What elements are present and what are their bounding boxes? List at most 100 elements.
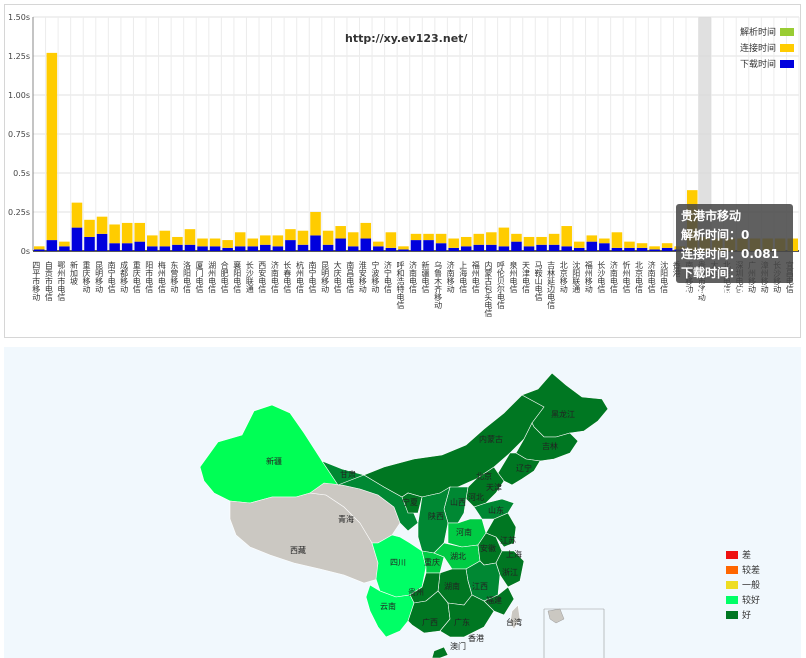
bar-segment: [398, 249, 409, 251]
x-tick-label: 重庆电信: [132, 260, 141, 294]
bar-segment: [498, 227, 510, 247]
legend-connect-time[interactable]: 连接时间: [740, 41, 794, 54]
bar-segment: [297, 244, 309, 251]
bar-segment: [385, 232, 397, 248]
province-fujian[interactable]: [483, 586, 515, 616]
x-tick-label: 北京电信: [635, 261, 644, 294]
bar-segment: [548, 233, 560, 245]
legend-label: 解析时间: [739, 28, 776, 38]
hover-highlight: [698, 17, 712, 251]
map-legend-good[interactable]: 较好: [726, 593, 760, 606]
province-ningxia[interactable]: [401, 492, 423, 514]
x-tick-label: 济南移动: [446, 260, 455, 294]
x-tick-label: 呼和浩特电信: [396, 260, 405, 310]
province-jiangsu[interactable]: [485, 512, 517, 548]
bar-segment: [649, 249, 660, 251]
province-shandong[interactable]: [473, 498, 515, 520]
tooltip-download: 下载时间：0.000043: [681, 266, 745, 299]
legend-label: 差: [742, 551, 752, 561]
label-anhui: 安徽: [480, 543, 496, 553]
map-legend-excellent[interactable]: 好: [726, 608, 751, 621]
bar-segment: [172, 236, 183, 245]
map-legend-poor[interactable]: 较差: [726, 563, 760, 576]
x-tick-label: 昆明移动: [321, 261, 330, 294]
speed-chart-panel: 0s 0.25s 0.5s 0.75s 1.00s 1.25s 1.50s 四平市移动 自贡市电…: [4, 4, 801, 338]
bar-segment: [234, 246, 246, 251]
bar-segment: [460, 246, 472, 251]
bar-segment: [209, 238, 221, 247]
x-tick-label: 沈阳电信: [660, 260, 669, 294]
bar-segment: [448, 238, 459, 248]
bar-segment: [310, 235, 321, 251]
bar-segment: [360, 238, 372, 251]
bar-segment: [586, 241, 598, 251]
bar-segment: [561, 226, 572, 247]
map-legend-bad[interactable]: 差: [726, 548, 751, 561]
bar-segment: [197, 246, 208, 251]
x-tick-label: 四平市移动: [32, 261, 41, 302]
bar-segment: [460, 236, 472, 247]
legend-dns-time[interactable]: 解析时间: [740, 25, 794, 38]
y-tick-label: 1.50s: [8, 13, 30, 22]
label-tianjin: 天津: [486, 482, 502, 492]
x-tick-label: 昆明移动: [95, 261, 104, 294]
label-hubei: 湖北: [450, 552, 466, 561]
label-liaoning: 辽宁: [516, 463, 532, 473]
bar-segment: [536, 244, 547, 251]
label-xizang: 西藏: [290, 545, 306, 555]
china-map-panel: 新疆 西藏 青海 甘肃 内蒙古 黑龙江 吉林 辽宁 北京 天津 河北 山西 山东…: [4, 347, 801, 658]
label-ningxia: 宁夏: [402, 497, 418, 507]
bar-segment: [548, 244, 560, 251]
label-hongkong: 香港: [468, 633, 484, 643]
province-yunnan[interactable]: [365, 584, 415, 638]
bar-segment: [197, 238, 208, 247]
province-sichuan[interactable]: [371, 534, 427, 598]
bar-segment: [423, 240, 434, 251]
bar-segment: [84, 236, 95, 251]
bar-segment: [84, 219, 95, 237]
bar-segment: [159, 246, 171, 251]
legend-download-time[interactable]: 下载时间: [740, 57, 794, 70]
bar-segment: [46, 52, 58, 241]
bar-segment: [134, 241, 146, 251]
bar-segment: [423, 233, 434, 241]
bar-segment: [573, 241, 585, 248]
bar-segment: [96, 233, 108, 251]
label-yunnan: 云南: [380, 601, 396, 611]
x-tick-label: 长沙联通: [245, 260, 254, 294]
legend-swatch-icon: [780, 59, 794, 68]
bar-segment: [486, 232, 497, 245]
bar-segment: [96, 216, 108, 234]
province-taiwan[interactable]: [509, 604, 521, 630]
label-henan: 河南: [456, 527, 472, 537]
bar-segment: [448, 247, 459, 251]
label-hebei: 河北: [468, 492, 484, 502]
bar-segment: [523, 246, 535, 251]
x-tick-label: 鄂州市电信: [57, 261, 66, 302]
bar-segment: [435, 233, 447, 244]
x-tick-label: 忻州电信: [622, 260, 631, 294]
label-heilongjiang: 黑龙江: [551, 409, 575, 419]
legend-swatch-icon: [726, 565, 738, 574]
label-shaanxi: 陕西: [428, 511, 444, 521]
chart-tooltip: 贵港市移动 解析时间：0 连接时间：0.081 下载时间：0.000043: [676, 204, 793, 299]
legend-label: 较好: [742, 596, 761, 606]
x-tick-label: 长春电信: [283, 260, 292, 294]
bar-segment: [536, 236, 547, 245]
bar-segment: [523, 236, 535, 247]
x-tick-label: 济南电信: [270, 260, 279, 294]
bar-segment: [511, 241, 522, 251]
bar-segment: [260, 235, 271, 245]
label-jiangsu: 江苏: [500, 535, 516, 545]
province-hainan[interactable]: [431, 646, 449, 658]
label-guangxi: 广西: [422, 617, 438, 627]
bar-segment: [34, 246, 45, 250]
map-legend-average[interactable]: 一般: [726, 578, 760, 591]
bar-segment: [285, 240, 296, 251]
x-tick-label: 重庆移动: [82, 260, 91, 294]
x-tick-label: 自贡市电信: [44, 260, 53, 302]
province-guangdong[interactable]: [439, 594, 495, 638]
bar-segment: [410, 233, 422, 241]
bar-segment: [121, 222, 133, 244]
legend-swatch-icon: [726, 610, 738, 619]
